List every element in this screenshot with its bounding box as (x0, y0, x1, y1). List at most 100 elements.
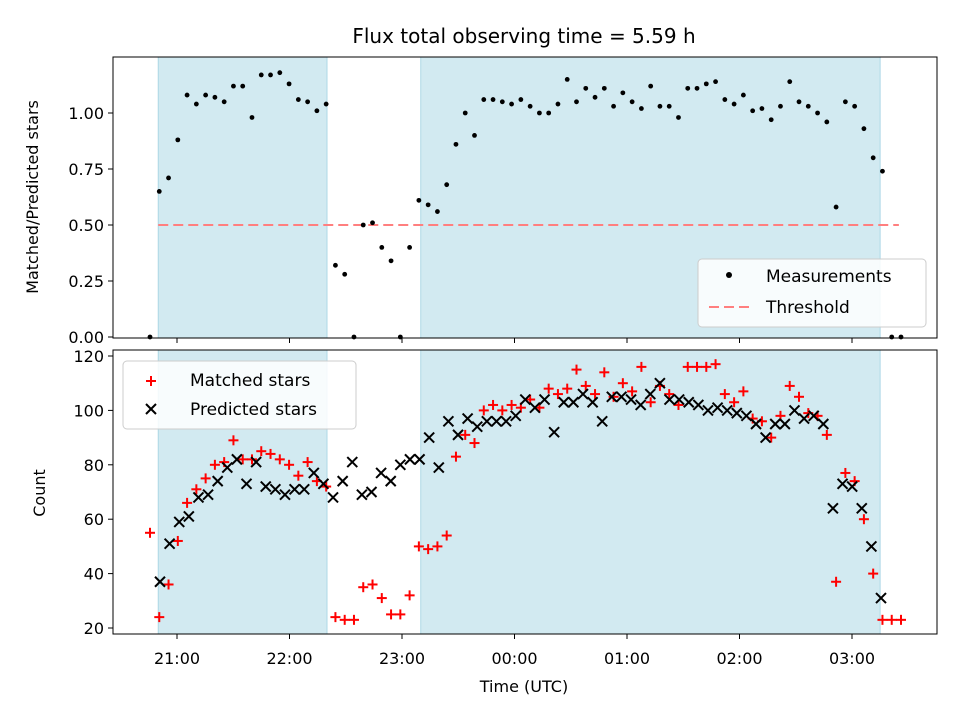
predicted-star-stroke-b (240, 478, 253, 490)
matched-star-point (719, 389, 730, 400)
predicted-star-stroke-b (279, 489, 291, 501)
measurement-point (815, 110, 820, 116)
matched-star-point (339, 614, 350, 625)
predicted-star-stroke-b (442, 415, 455, 427)
top-y-tick-label: 0.75 (68, 160, 104, 179)
predicted-star-stroke-b (154, 576, 166, 588)
predicted-star-point (500, 415, 512, 427)
measurement-point (416, 197, 422, 203)
matched-star-point (348, 614, 359, 625)
predicted-star-stroke-b (615, 391, 628, 403)
measurement-point (240, 83, 246, 89)
top-shade-0 (157, 56, 328, 339)
predicted-star-stroke-b (163, 537, 176, 550)
matched-star-point (246, 454, 257, 465)
measurement-point (490, 97, 496, 102)
measurement-point (574, 99, 579, 105)
matched-star-point (200, 473, 211, 484)
bottom-x-tick-label: 00:00 (491, 649, 537, 668)
predicted-star-point (461, 412, 474, 425)
predicted-star-point (673, 393, 685, 406)
matched-star-point (182, 497, 193, 508)
measurement-point (518, 97, 524, 102)
matched-star-point (868, 568, 879, 579)
predicted-star-stroke-b (173, 516, 185, 528)
predicted-star-point (788, 404, 801, 417)
matched-star-point (580, 380, 591, 391)
matched-star-point (784, 380, 795, 391)
matched-star-point (488, 399, 499, 410)
predicted-star-stroke-b (231, 453, 243, 466)
bottom-y-tick-label: 60 (84, 510, 104, 529)
bottom-x-tick-label: 02:00 (716, 649, 762, 668)
measurement-point (407, 245, 413, 250)
measurement-point (889, 334, 895, 340)
bottom-plot-frame (112, 349, 938, 635)
predicted-star-point (807, 410, 820, 422)
predicted-star-stroke-b (481, 415, 493, 427)
matched-star-point (395, 609, 406, 620)
top-y-tick-label: 0.25 (68, 272, 104, 291)
measurement-point (435, 209, 440, 214)
measurement-point (601, 85, 607, 91)
predicted-star-stroke-b (385, 475, 397, 487)
measurement-point (193, 101, 199, 107)
bottom-y-ticks: 20 40 60 80 100 120 (73, 347, 113, 638)
measurement-point (731, 101, 737, 107)
predicted-star-point (740, 410, 753, 422)
predicted-star-point (404, 453, 416, 466)
measurement-point (583, 85, 589, 91)
matched-star-point (552, 389, 563, 400)
legend-marker-matched (146, 376, 156, 386)
predicted-star-stroke-b (269, 483, 282, 495)
predicted-star-point (615, 391, 628, 403)
matched-star-point (145, 527, 155, 538)
measurement-point (657, 103, 663, 109)
matched-star-point (682, 361, 693, 372)
predicted-star-stroke-b (817, 418, 830, 430)
predicted-star-stroke-b (644, 388, 656, 400)
predicted-star-point (586, 396, 599, 408)
matched-star-point (729, 397, 740, 408)
predicted-star-stroke-b (567, 396, 580, 408)
matched-star-point (330, 612, 341, 623)
predicted-star-stroke-b (750, 418, 762, 430)
measurement-points (147, 70, 904, 340)
matched-star-point (441, 530, 452, 541)
matched-star-point (163, 579, 174, 590)
predicted-star-point (394, 459, 407, 471)
matched-star-point (265, 448, 276, 459)
predicted-star-stroke-b (731, 407, 743, 419)
predicted-star-stroke-b (288, 483, 301, 495)
measurement-point (166, 175, 171, 181)
measurement-point (750, 108, 756, 114)
predicted-star-stroke-b (846, 480, 858, 493)
predicted-star-point (625, 393, 637, 406)
bottom-x-tick-label: 21:00 (154, 649, 200, 668)
measurement-point (360, 222, 366, 228)
predicted-star-stroke-b (471, 421, 483, 433)
measurement-point (694, 85, 700, 91)
measurement-point (295, 97, 301, 102)
legend-label-matched: Matched stars (190, 371, 310, 391)
predicted-star-stroke-b (529, 401, 541, 414)
bottom-x-tick-label: 01:00 (604, 649, 650, 668)
bottom-y-tick-label: 20 (84, 619, 104, 638)
measurement-point (638, 106, 644, 111)
matched-star-point (413, 541, 424, 552)
predicted-star-point (817, 418, 830, 430)
measurement-point (462, 110, 468, 116)
predicted-star-point (240, 478, 253, 490)
matched-star-point (590, 389, 601, 400)
predicted-star-point (183, 510, 195, 523)
predicted-star-point (163, 537, 176, 550)
measurement-point (379, 245, 385, 250)
measurement-point (833, 204, 839, 210)
predicted-star-point (481, 415, 493, 427)
predicted-star-point (836, 478, 849, 490)
predicted-star-stroke-b (519, 393, 532, 406)
bottom-x-tick-label: 03:00 (829, 649, 875, 668)
bottom-y-tick-label: 120 (73, 347, 104, 366)
measurement-point (796, 99, 802, 105)
predicted-star-point (529, 401, 541, 414)
